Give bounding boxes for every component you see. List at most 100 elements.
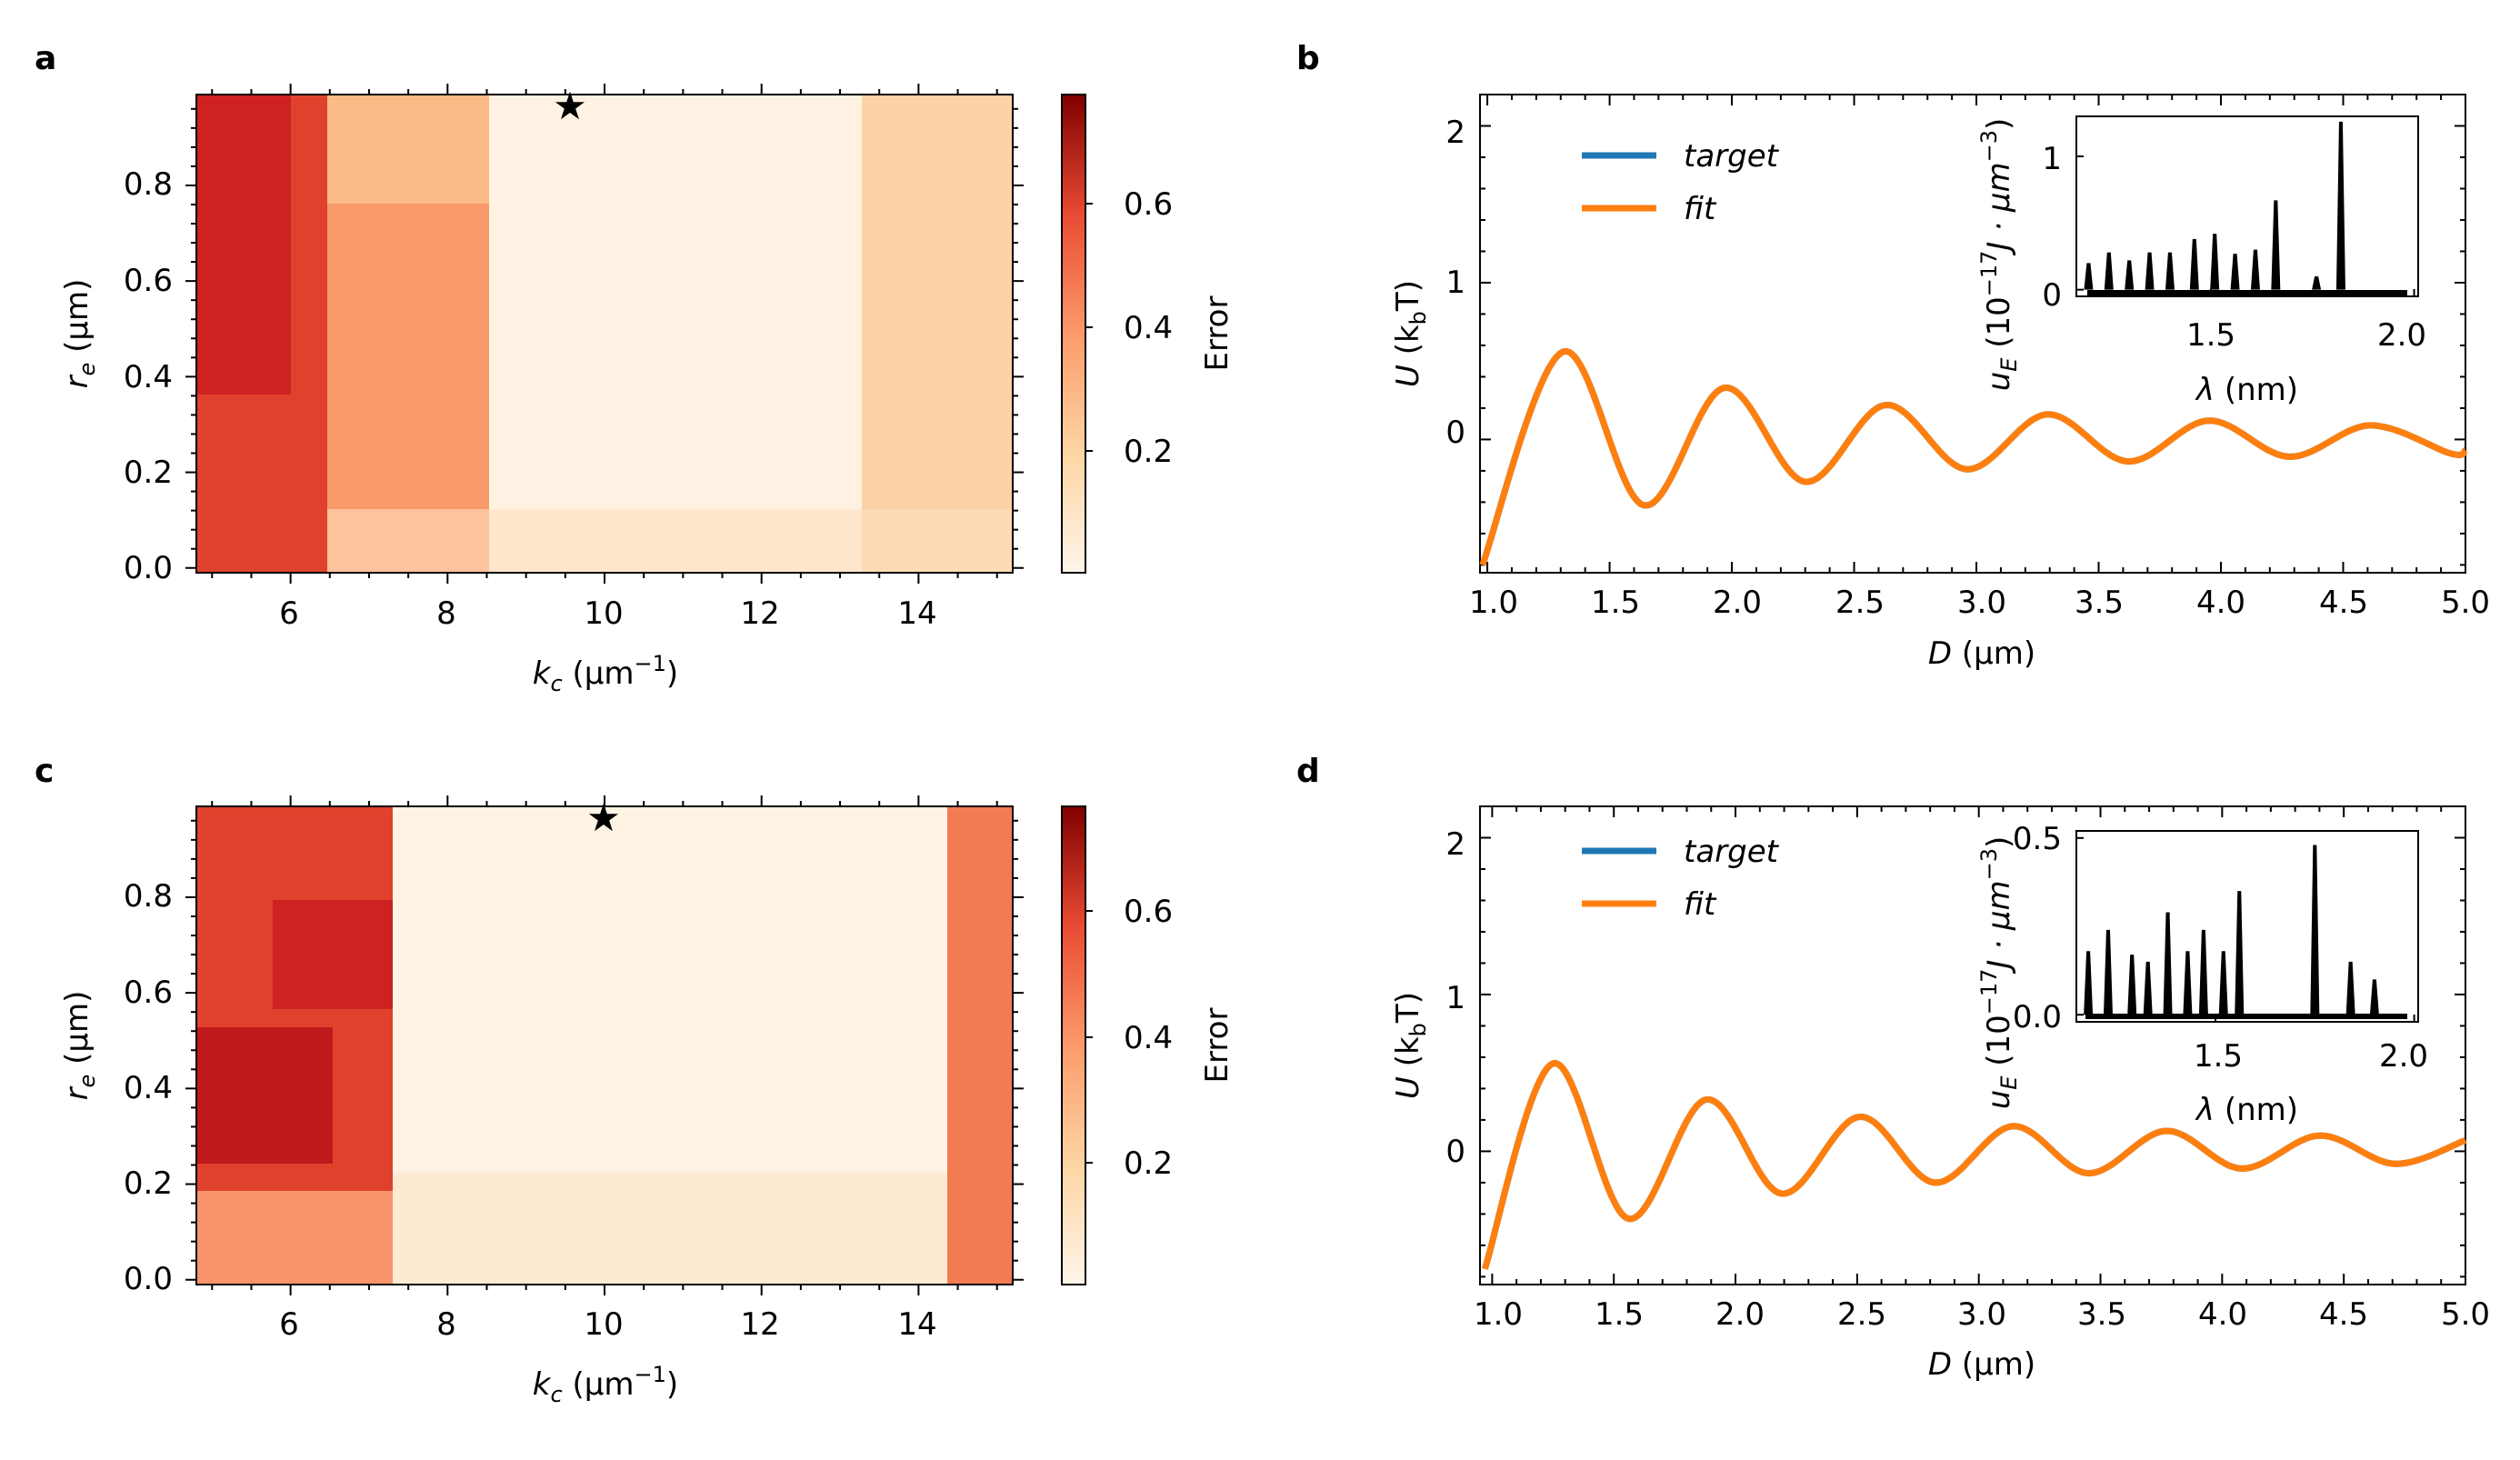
inset-peak xyxy=(2345,961,2355,1015)
lineplot-d-xtick-7: 4.5 xyxy=(2319,1296,2368,1333)
colorbar-c-tick-2: 0.6 xyxy=(1124,894,1173,930)
lineplot-d-xlabel: D (μm) xyxy=(1928,1346,2035,1383)
inset-peak xyxy=(2189,238,2199,290)
inset-d-bars xyxy=(2076,836,2415,1022)
inset-peak xyxy=(2335,121,2345,290)
inset-d: 1.5 2.0 0.0 0.5 λ (nm) uE (10−17J · μm−3… xyxy=(1976,821,2428,1128)
inset-b-xtick-1: 2.0 xyxy=(2377,317,2426,354)
lineplot-d-ytick-1: 1 xyxy=(1445,980,1465,1016)
lineplot-d-ylabel: U (kbT) xyxy=(1390,992,1431,1099)
lineplot-b-ytick-0: 0 xyxy=(1445,415,1465,451)
lineplot-b-xtick-2: 2.0 xyxy=(1713,585,1762,621)
heatmap-a-region-bottom xyxy=(327,509,1013,573)
heatmap-c-ytick-2: 0.4 xyxy=(124,1070,173,1106)
lineplot-b-ytick-1: 1 xyxy=(1445,265,1465,301)
colorbar-c-ticks xyxy=(1085,910,1093,1164)
heatmap-a-ytick-1: 0.2 xyxy=(124,455,173,491)
lineplot-b-ylabel: U (kbT) xyxy=(1390,280,1431,387)
inset-d-xlabel: λ (nm) xyxy=(2195,1092,2298,1128)
panel-label-b: b xyxy=(1296,40,1320,77)
heatmap-a-ticks xyxy=(185,84,1024,584)
heatmap-a-ylabel: re (μm) xyxy=(59,279,100,389)
lineplot-b-xtick-5: 3.5 xyxy=(2075,585,2124,621)
lineplot-d-xtick-0: 1.0 xyxy=(1474,1296,1523,1333)
colorbar-c-tick-0: 0.2 xyxy=(1124,1145,1173,1182)
heatmap-c-xtick-8: 8 xyxy=(436,1306,456,1343)
lineplot-b-fit-line xyxy=(1479,347,2468,566)
inset-peak xyxy=(2127,955,2137,1015)
heatmap-c-region-bottom xyxy=(393,1173,947,1285)
lineplot-d-xtick-3: 2.5 xyxy=(1837,1296,1886,1333)
inset-peak xyxy=(2145,252,2155,290)
lineplot-d-ticks xyxy=(1480,805,2466,1285)
colorbar-a-tick-1: 0.4 xyxy=(1124,310,1173,346)
inset-b-xtick-0: 1.5 xyxy=(2186,317,2235,354)
inset-peak xyxy=(2163,912,2173,1015)
panel-label-a: a xyxy=(35,40,56,77)
panel-label-c: c xyxy=(35,753,54,790)
colorbar-a-tick-0: 0.2 xyxy=(1124,434,1173,470)
legend-b-target-label: target xyxy=(1684,138,1780,175)
heatmap-a-ytick-3: 0.6 xyxy=(124,263,173,299)
colorbar-c-tick-1: 0.4 xyxy=(1124,1020,1173,1056)
inset-peak xyxy=(2104,252,2114,290)
colorbar-a-tick-2: 0.6 xyxy=(1124,186,1173,223)
inset-b-frame xyxy=(2075,115,2419,297)
lineplot-b-xtick-6: 4.0 xyxy=(2196,585,2245,621)
inset-peak xyxy=(2125,260,2135,290)
inset-peak xyxy=(2312,276,2322,290)
legend-d-target-label: target xyxy=(1684,834,1780,870)
inset-b: 1.5 2.0 0 1 λ (nm) uE (10−17J · μm−3) xyxy=(1976,115,2426,408)
legend-b-fit-label: fit xyxy=(1684,191,1717,227)
inset-b-xlabel: λ (nm) xyxy=(2195,372,2298,408)
colorbar-c-label: Error xyxy=(1199,1008,1235,1084)
inset-peak xyxy=(2084,951,2094,1015)
lineplot-b-ticks xyxy=(1480,94,2466,573)
heatmap-c-region-right xyxy=(947,806,1013,1285)
heatmap-c-xtick-14: 14 xyxy=(897,1306,936,1343)
inset-peak xyxy=(2218,951,2228,1015)
inset-d-ytick-1: 0.5 xyxy=(2013,821,2062,857)
inset-peak xyxy=(2198,929,2208,1015)
heatmap-c-ytick-1: 0.2 xyxy=(124,1165,173,1202)
heatmap-c-star: ★ xyxy=(586,795,621,840)
lineplot-d-xtick-5: 3.5 xyxy=(2077,1296,2126,1333)
colorbar-a-ticks xyxy=(1085,203,1093,452)
heatmap-c-xlabel: kc (μm−1) xyxy=(533,1362,678,1407)
heatmap-c-ylabel: re (μm) xyxy=(59,991,100,1101)
heatmap-a-region-low xyxy=(489,95,862,573)
heatmap-a-xlabel: kc (μm−1) xyxy=(533,651,678,696)
inset-peak xyxy=(2230,254,2240,290)
inset-peak xyxy=(2369,979,2379,1015)
heatmap-a-ytick-0: 0.0 xyxy=(124,550,173,586)
heatmap-a-region-mid-light xyxy=(327,95,489,204)
heatmap-c-region-dark2 xyxy=(273,900,393,1009)
heatmap-c-region-bottom-left xyxy=(196,1191,393,1285)
inset-peak xyxy=(2103,929,2113,1015)
inset-peak xyxy=(2165,252,2175,290)
inset-b-ytick-1: 1 xyxy=(2042,141,2062,177)
lineplot-b-xtick-4: 3.0 xyxy=(1957,585,2006,621)
lineplot-b: 1.0 1.5 2.0 2.5 3.0 3.5 4.0 4.5 5.0 0 1 … xyxy=(1390,94,2490,672)
inset-b-ytick-0: 0 xyxy=(2042,277,2062,314)
heatmap-a-xtick-10: 10 xyxy=(584,595,623,632)
colorbar-c xyxy=(1061,805,1086,1285)
lineplot-d-xtick-8: 5.0 xyxy=(2441,1296,2490,1333)
inset-d-ylabel: uE (10−17J · μm−3) xyxy=(1976,836,2022,1110)
inset-peak xyxy=(2271,200,2281,290)
lineplot-b-xtick-8: 5.0 xyxy=(2441,585,2490,621)
lineplot-d-ytick-0: 0 xyxy=(1445,1134,1465,1170)
heatmap-a: 6 8 10 12 14 0.0 0.2 0.4 0.6 0.8 ★ kc (μ… xyxy=(59,84,1235,696)
inset-d-xtick-1: 2.0 xyxy=(2379,1038,2428,1075)
heatmap-a-ytick-2: 0.4 xyxy=(124,359,173,395)
inset-d-xtick-0: 1.5 xyxy=(2194,1038,2243,1075)
inset-peak xyxy=(2143,961,2153,1015)
inset-peak xyxy=(2235,891,2245,1015)
heatmap-c-cells xyxy=(196,806,1013,1285)
lineplot-d-frame xyxy=(1479,805,2466,1285)
heatmap-c-xtick-12: 12 xyxy=(740,1306,779,1343)
inset-peak xyxy=(2084,263,2094,290)
lineplot-b-ytick-2: 2 xyxy=(1445,115,1465,151)
heatmap-a-xtick-6: 6 xyxy=(279,595,299,632)
